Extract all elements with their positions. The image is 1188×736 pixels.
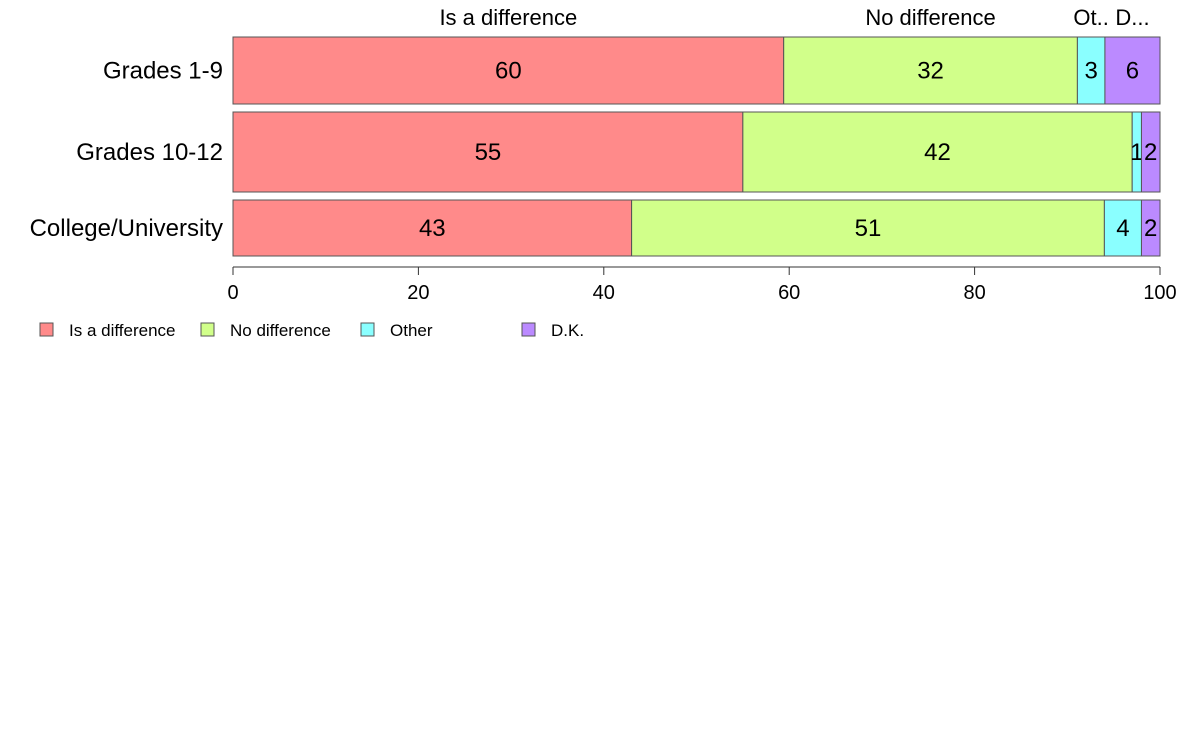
bar-value-label: 42 <box>924 139 951 166</box>
legend-label-no-difference: No difference <box>230 321 331 340</box>
legend: Is a difference No difference Other D.K. <box>39 321 584 340</box>
x-tick-label: 100 <box>1143 282 1176 304</box>
legend-swatch-d-k <box>521 322 536 337</box>
bar-grades-10-12-no-difference <box>742 111 1133 193</box>
bar-value-label: 32 <box>917 58 944 85</box>
bar-value-label: 2 <box>1144 139 1157 166</box>
bar-grades-1-9-no-difference <box>783 36 1078 105</box>
bar-value-label: 2 <box>1144 215 1157 242</box>
bar-college-university-d-k <box>1140 199 1161 257</box>
bar-grades-1-9-is-a-difference <box>232 36 785 105</box>
legend-swatch-is-a-difference <box>39 322 54 337</box>
bar-college-university-other <box>1103 199 1142 257</box>
legend-label-is-a-difference: Is a difference <box>69 321 175 340</box>
bar-value-label: 51 <box>855 215 882 242</box>
category-label: College/University <box>30 215 223 242</box>
legend-swatch-other <box>360 322 375 337</box>
bar-value-label: 60 <box>495 58 522 85</box>
top-labels: Is a difference No difference Ot.. D... <box>439 5 1149 30</box>
top-series-label: No difference <box>865 5 995 30</box>
bar-college-university-no-difference <box>631 199 1105 257</box>
category-label: Grades 1-9 <box>103 58 223 85</box>
bars: 60 32 3 655 42 1 243 51 4 2 <box>232 36 1161 257</box>
bar-value-label: 55 <box>475 139 502 166</box>
top-series-label: Ot.. <box>1073 5 1108 30</box>
top-series-label: D... <box>1115 5 1149 30</box>
legend-swatch-no-difference <box>200 322 215 337</box>
legend-label-other: Other <box>390 321 433 340</box>
bar-grades-10-12-is-a-difference <box>232 111 744 193</box>
x-tick-label: 0 <box>227 282 238 304</box>
bar-grades-1-9-d-k <box>1104 36 1161 105</box>
bar-grades-10-12-d-k <box>1140 111 1161 193</box>
category-label: Grades 10-12 <box>76 139 223 166</box>
x-tick-label: 60 <box>778 282 800 304</box>
legend-label-d-k: D.K. <box>551 321 584 340</box>
bar-value-label: 4 <box>1116 215 1129 242</box>
x-axis: 0 20 40 60 80 100 <box>227 266 1177 304</box>
bar-value-label: 3 <box>1084 58 1097 85</box>
x-tick-label: 20 <box>407 282 429 304</box>
bar-college-university-is-a-difference <box>232 199 633 257</box>
x-tick-label: 80 <box>963 282 985 304</box>
bar-value-label: 43 <box>419 215 446 242</box>
x-tick-label: 40 <box>593 282 615 304</box>
bar-value-label: 1 <box>1130 139 1143 166</box>
bar-value-label: 6 <box>1126 58 1139 85</box>
top-series-label: Is a difference <box>439 5 577 30</box>
category-labels: Grades 1-9 Grades 10-12 College/University <box>30 58 223 243</box>
bar-grades-1-9-other <box>1076 36 1106 105</box>
